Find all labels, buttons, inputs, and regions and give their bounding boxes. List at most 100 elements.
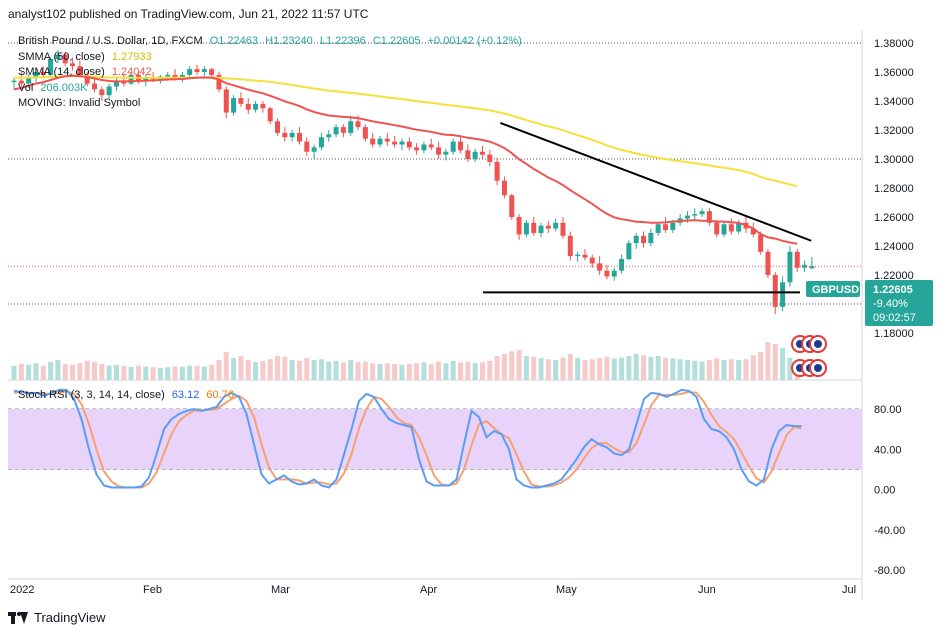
candle-body bbox=[165, 74, 171, 77]
candle-body bbox=[260, 103, 266, 109]
candle-body bbox=[406, 141, 412, 148]
stoch-k-line bbox=[13, 388, 802, 489]
event-flags-icon[interactable] bbox=[791, 335, 827, 377]
volume-bar bbox=[135, 365, 141, 380]
candle-body bbox=[494, 161, 500, 181]
candle-body bbox=[736, 222, 742, 232]
candle-body bbox=[26, 77, 32, 84]
upper-trendline bbox=[499, 121, 812, 242]
legend-vol-label: Vol bbox=[18, 81, 34, 94]
stoch-axis-tick: 80.00 bbox=[874, 404, 902, 416]
volume-bar bbox=[245, 360, 251, 380]
candle-body bbox=[443, 151, 449, 155]
volume-bar bbox=[428, 364, 434, 380]
candle-body bbox=[648, 232, 654, 244]
time-axis-tick: Mar bbox=[271, 584, 290, 596]
stoch-axis-tick: 0.00 bbox=[874, 485, 895, 497]
legend-vol-row[interactable]: Vol 206.003K bbox=[18, 81, 522, 97]
volume-bar bbox=[238, 356, 244, 380]
candle-body bbox=[670, 222, 676, 231]
price-tag: 1.22605 -9.40% 09:02:57 bbox=[865, 280, 933, 326]
candle-body bbox=[721, 224, 727, 235]
stoch-axis-tick: -80.00 bbox=[874, 565, 905, 577]
volume-bar bbox=[84, 360, 90, 380]
candle-body bbox=[436, 147, 442, 155]
volume-bar bbox=[311, 360, 317, 380]
candle-body bbox=[589, 257, 595, 264]
candle-body bbox=[333, 127, 339, 135]
volume-bar bbox=[575, 358, 581, 380]
candle-body bbox=[501, 180, 507, 196]
candle-body bbox=[282, 132, 288, 138]
candle-body bbox=[289, 132, 295, 138]
candle-body bbox=[55, 54, 61, 59]
candle-body bbox=[216, 74, 222, 90]
volume-bar bbox=[736, 360, 742, 380]
volume-bar bbox=[348, 360, 354, 380]
smma-50-line bbox=[13, 75, 798, 188]
candle-body bbox=[172, 74, 178, 78]
candle-body bbox=[384, 138, 390, 142]
time-axis-tick: May bbox=[556, 584, 577, 596]
price-axis-tick: 1.28000 bbox=[874, 183, 914, 195]
volume-bar bbox=[216, 360, 222, 380]
legend-smma14-row[interactable]: SMMA (14, close) 1.24042 bbox=[18, 65, 522, 81]
legend-vol-value: 206.003K bbox=[40, 81, 88, 94]
volume-bar bbox=[289, 360, 295, 380]
stoch-overbought-oversold-band bbox=[8, 409, 862, 470]
candle-body bbox=[414, 147, 420, 151]
candle-body bbox=[267, 108, 273, 122]
volume-bar bbox=[494, 356, 500, 380]
candle-body bbox=[355, 121, 361, 128]
candle-body bbox=[296, 132, 302, 142]
price-tag-symbol-bg bbox=[806, 281, 860, 297]
footer-brand: TradingView bbox=[34, 610, 106, 625]
flag-icon-center bbox=[814, 340, 822, 348]
volume-bar bbox=[143, 366, 149, 380]
candle-body bbox=[318, 137, 324, 148]
time-axis-tick: Jul bbox=[842, 584, 856, 596]
legend-moving-label: MOVING: Invalid Symbol bbox=[18, 97, 141, 109]
candle-body bbox=[99, 89, 105, 96]
legend-moving-row[interactable]: MOVING: Invalid Symbol bbox=[18, 96, 522, 112]
volume-bar bbox=[589, 359, 595, 380]
volume-bar bbox=[662, 357, 668, 380]
volume-bar bbox=[165, 367, 171, 380]
volume-bar bbox=[209, 364, 215, 380]
volume-bar bbox=[304, 358, 310, 380]
volume-bar bbox=[223, 352, 229, 380]
smma-14-line bbox=[13, 74, 798, 245]
volume-bar bbox=[201, 366, 207, 380]
price-axis-tick: 1.38000 bbox=[874, 38, 914, 50]
candle-body bbox=[794, 251, 800, 268]
candle-body bbox=[458, 141, 464, 151]
volume-bar bbox=[567, 354, 573, 380]
legend-smma50-row[interactable]: SMMA (50, close) 1.27933 bbox=[18, 50, 522, 66]
footer[interactable]: TradingView bbox=[8, 610, 106, 625]
volume-bar bbox=[465, 361, 471, 380]
stoch-legend[interactable]: Stoch RSI (3, 3, 14, 14, close) 63.12 60… bbox=[18, 389, 234, 401]
candle-body bbox=[238, 98, 244, 104]
volume-bar bbox=[721, 360, 727, 380]
time-axis-tick: 2022 bbox=[10, 584, 34, 596]
volume-bar bbox=[487, 360, 493, 380]
volume-bar bbox=[523, 356, 529, 380]
legend-symbol[interactable]: British Pound / U.S. Dollar, 1D, FXCM bbox=[18, 35, 203, 47]
volume-bar bbox=[472, 363, 478, 380]
volume-bar bbox=[626, 356, 632, 380]
candle-body bbox=[780, 282, 786, 307]
volume-bar bbox=[392, 364, 398, 380]
volume-bar bbox=[370, 363, 376, 380]
tradingview-logo-icon bbox=[8, 611, 28, 624]
volume-bar bbox=[194, 366, 200, 380]
candle-body bbox=[348, 121, 354, 133]
volume-bar bbox=[355, 362, 361, 380]
volume-bar bbox=[641, 355, 647, 380]
candle-body bbox=[113, 80, 119, 87]
candle-body bbox=[392, 141, 398, 145]
volume-bar bbox=[458, 362, 464, 380]
candle-body bbox=[538, 225, 544, 233]
legend-smma50-value: 1.27933 bbox=[111, 50, 152, 63]
volume-bar bbox=[743, 359, 749, 380]
